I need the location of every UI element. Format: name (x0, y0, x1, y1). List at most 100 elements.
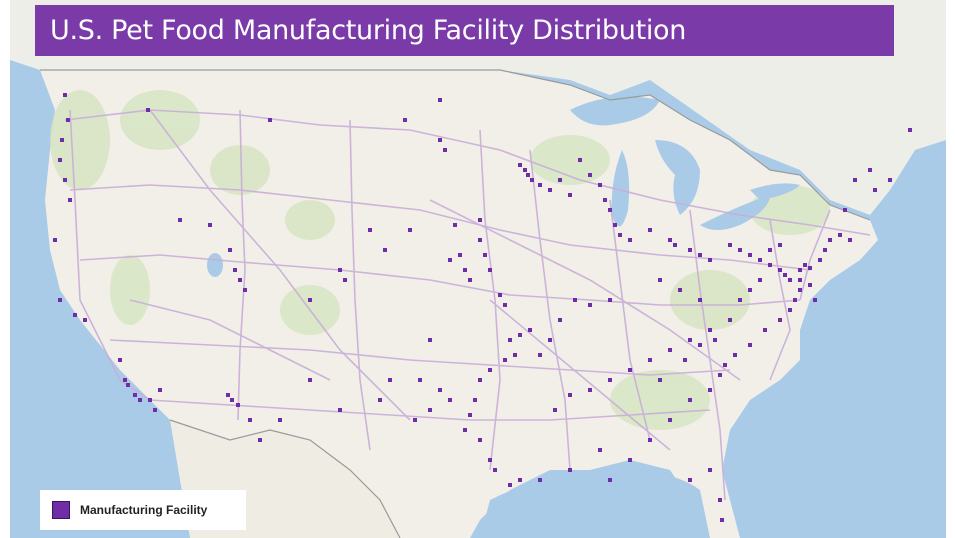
facility-marker[interactable] (438, 388, 442, 392)
facility-marker[interactable] (873, 188, 877, 192)
facility-marker[interactable] (513, 353, 517, 357)
facility-marker[interactable] (488, 368, 492, 372)
facility-marker[interactable] (708, 468, 712, 472)
facility-marker[interactable] (230, 398, 234, 402)
facility-marker[interactable] (58, 298, 62, 302)
facility-marker[interactable] (63, 178, 67, 182)
facility-marker[interactable] (838, 233, 842, 237)
facility-marker[interactable] (538, 353, 542, 357)
facility-marker[interactable] (698, 343, 702, 347)
facility-marker[interactable] (483, 253, 487, 257)
facility-marker[interactable] (728, 318, 732, 322)
facility-marker[interactable] (228, 248, 232, 252)
facility-marker[interactable] (418, 378, 422, 382)
facility-marker[interactable] (463, 268, 467, 272)
facility-marker[interactable] (708, 258, 712, 262)
facility-marker[interactable] (568, 468, 572, 472)
facility-marker[interactable] (118, 358, 122, 362)
facility-marker[interactable] (558, 178, 562, 182)
facility-marker[interactable] (718, 373, 722, 377)
facility-marker[interactable] (688, 478, 692, 482)
facility-marker[interactable] (648, 438, 652, 442)
facility-marker[interactable] (608, 378, 612, 382)
facility-marker[interactable] (758, 258, 762, 262)
facility-marker[interactable] (853, 178, 857, 182)
facility-marker[interactable] (558, 318, 562, 322)
facility-marker[interactable] (413, 418, 417, 422)
facility-marker[interactable] (153, 408, 157, 412)
facility-marker[interactable] (843, 208, 847, 212)
facility-marker[interactable] (458, 253, 462, 257)
facility-marker[interactable] (478, 238, 482, 242)
facility-marker[interactable] (738, 298, 742, 302)
facility-marker[interactable] (658, 278, 662, 282)
facility-marker[interactable] (778, 243, 782, 247)
facility-marker[interactable] (248, 418, 252, 422)
facility-marker[interactable] (678, 288, 682, 292)
facility-marker[interactable] (538, 183, 542, 187)
facility-marker[interactable] (688, 338, 692, 342)
facility-marker[interactable] (908, 128, 912, 132)
facility-marker[interactable] (803, 263, 807, 267)
facility-marker[interactable] (718, 498, 722, 502)
facility-marker[interactable] (788, 308, 792, 312)
facility-marker[interactable] (236, 403, 240, 407)
facility-marker[interactable] (388, 378, 392, 382)
facility-marker[interactable] (613, 223, 617, 227)
facility-marker[interactable] (668, 418, 672, 422)
facility-marker[interactable] (233, 268, 237, 272)
facility-marker[interactable] (448, 398, 452, 402)
facility-marker[interactable] (308, 298, 312, 302)
facility-marker[interactable] (530, 178, 534, 182)
facility-marker[interactable] (723, 363, 727, 367)
facility-marker[interactable] (713, 338, 717, 342)
facility-marker[interactable] (58, 158, 62, 162)
facility-marker[interactable] (268, 118, 272, 122)
facility-marker[interactable] (73, 313, 77, 317)
facility-marker[interactable] (126, 383, 130, 387)
facility-marker[interactable] (438, 98, 442, 102)
facility-marker[interactable] (308, 378, 312, 382)
facility-marker[interactable] (468, 278, 472, 282)
facility-marker[interactable] (608, 298, 612, 302)
facility-marker[interactable] (868, 168, 872, 172)
facility-marker[interactable] (518, 333, 522, 337)
facility-marker[interactable] (588, 388, 592, 392)
facility-marker[interactable] (708, 328, 712, 332)
facility-marker[interactable] (408, 228, 412, 232)
facility-marker[interactable] (688, 398, 692, 402)
facility-marker[interactable] (428, 338, 432, 342)
facility-marker[interactable] (798, 268, 802, 272)
us-map[interactable] (10, 0, 946, 538)
facility-marker[interactable] (488, 268, 492, 272)
facility-marker[interactable] (148, 398, 152, 402)
facility-marker[interactable] (738, 248, 742, 252)
facility-marker[interactable] (83, 318, 87, 322)
facility-marker[interactable] (813, 298, 817, 302)
facility-marker[interactable] (668, 348, 672, 352)
facility-marker[interactable] (788, 278, 792, 282)
facility-marker[interactable] (443, 148, 447, 152)
facility-marker[interactable] (146, 108, 150, 112)
facility-marker[interactable] (338, 268, 342, 272)
facility-marker[interactable] (498, 293, 502, 297)
facility-marker[interactable] (503, 358, 507, 362)
facility-marker[interactable] (548, 188, 552, 192)
facility-marker[interactable] (528, 328, 532, 332)
facility-marker[interactable] (503, 303, 507, 307)
facility-marker[interactable] (673, 243, 677, 247)
facility-marker[interactable] (588, 173, 592, 177)
facility-marker[interactable] (808, 283, 812, 287)
facility-marker[interactable] (798, 278, 802, 282)
facility-marker[interactable] (123, 378, 127, 382)
facility-marker[interactable] (698, 298, 702, 302)
facility-marker[interactable] (518, 163, 522, 167)
facility-marker[interactable] (548, 338, 552, 342)
facility-marker[interactable] (448, 258, 452, 262)
facility-marker[interactable] (588, 303, 592, 307)
facility-marker[interactable] (243, 288, 247, 292)
facility-marker[interactable] (888, 178, 892, 182)
facility-marker[interactable] (748, 288, 752, 292)
facility-marker[interactable] (688, 248, 692, 252)
facility-marker[interactable] (698, 253, 702, 257)
